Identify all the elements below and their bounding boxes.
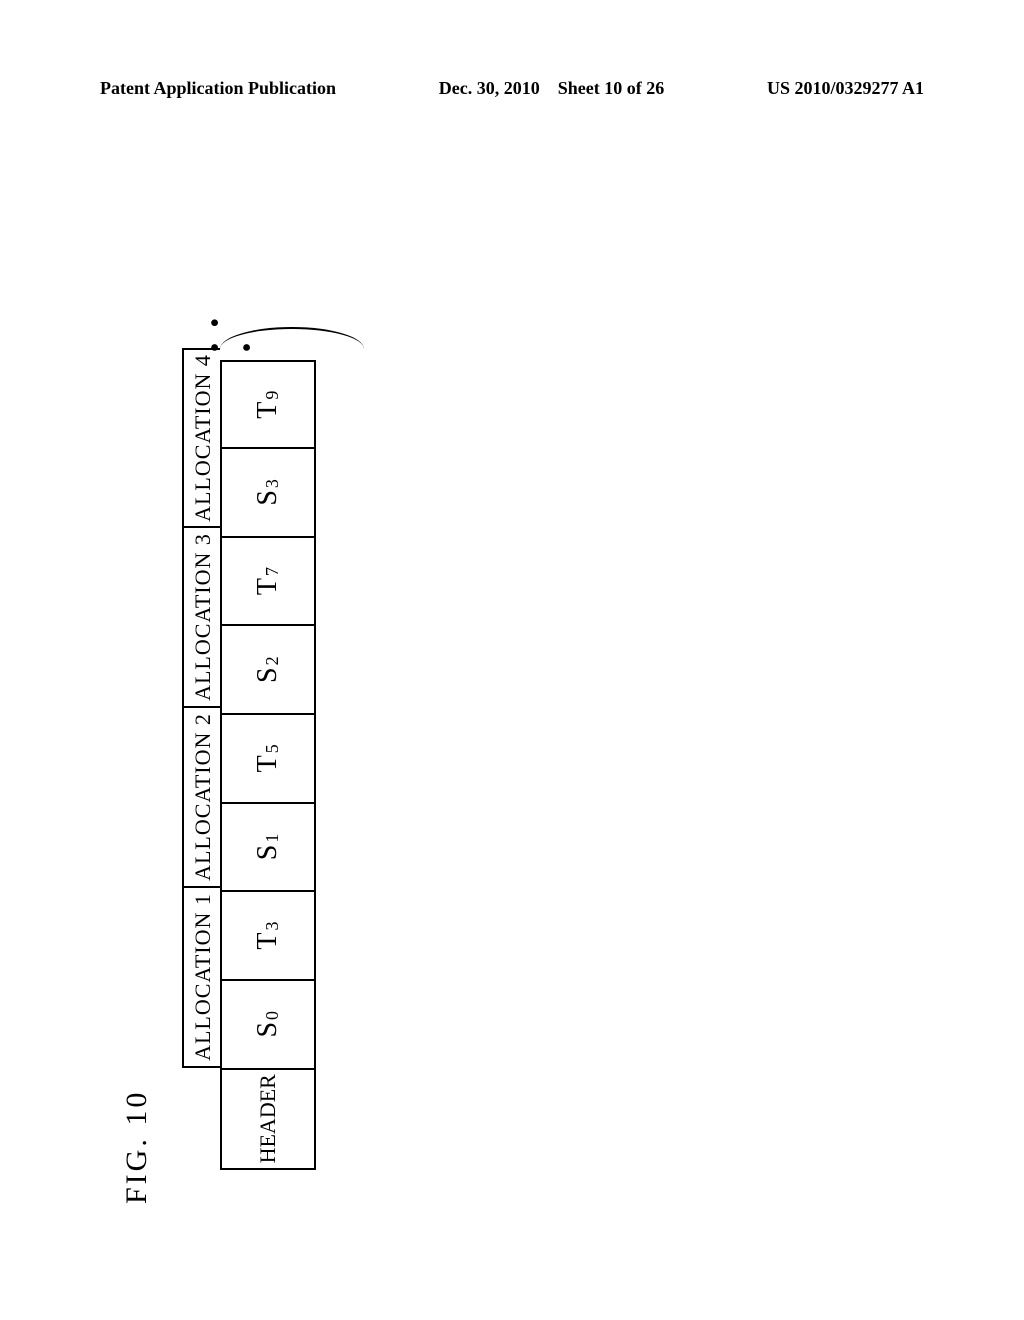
header-date: Dec. 30, 2010 [439, 78, 540, 98]
header-sheet: Sheet 10 of 26 [558, 78, 665, 98]
allocation-data-row: HEADER S 0 T 3 S 1 T 5 S [220, 290, 316, 1170]
header-right: US 2010/0329277 A1 [767, 78, 924, 99]
alloc-title-1: ALLOCATION 1 [182, 888, 220, 1068]
s-num: 1 [262, 834, 283, 843]
t-letter: T [252, 402, 284, 419]
alloc2-s: S 1 [220, 804, 316, 893]
t-letter: T [252, 755, 284, 772]
s-letter: S [252, 490, 284, 506]
page-header: Patent Application Publication Dec. 30, … [100, 78, 924, 99]
alloc4-t: T 9 [220, 360, 316, 449]
header-gap [182, 1068, 220, 1170]
header-center: Dec. 30, 2010 Sheet 10 of 26 [439, 78, 664, 99]
alloc1-t: T 3 [220, 892, 316, 981]
header-cell: HEADER [220, 1070, 316, 1170]
t-num: 5 [262, 744, 283, 753]
t-letter: T [252, 578, 284, 595]
figure-container: FIG. 10 ALLOCATION 1 ALLOCATION 2 ALLOCA… [120, 290, 316, 1210]
s-num: 3 [262, 479, 283, 488]
s-letter: S [252, 1022, 284, 1038]
s-num: 0 [262, 1011, 283, 1020]
alloc4-s: S 3 [220, 449, 316, 538]
s-letter: S [252, 667, 284, 683]
s-letter: S [252, 845, 284, 861]
t-num: 7 [262, 567, 283, 576]
alloc3-t: T 7 [220, 538, 316, 627]
alloc-title-2: ALLOCATION 2 [182, 708, 220, 888]
alloc-title-4: ALLOCATION 4 [182, 348, 220, 528]
t-letter: T [252, 933, 284, 950]
allocation-header-row: ALLOCATION 1 ALLOCATION 2 ALLOCATION 3 A… [182, 290, 220, 1170]
figure-label: FIG. 10 [120, 290, 154, 1204]
alloc1-s: S 0 [220, 981, 316, 1070]
alloc2-t: T 5 [220, 715, 316, 804]
figure-sheet: FIG. 10 ALLOCATION 1 ALLOCATION 2 ALLOCA… [0, 150, 1024, 1250]
alloc-title-3: ALLOCATION 3 [182, 528, 220, 708]
t-num: 3 [262, 922, 283, 931]
s-num: 2 [262, 656, 283, 665]
header-left: Patent Application Publication [100, 78, 336, 99]
t-num: 9 [262, 391, 283, 400]
allocation-table: ALLOCATION 1 ALLOCATION 2 ALLOCATION 3 A… [182, 290, 316, 1170]
alloc3-s: S 2 [220, 626, 316, 715]
